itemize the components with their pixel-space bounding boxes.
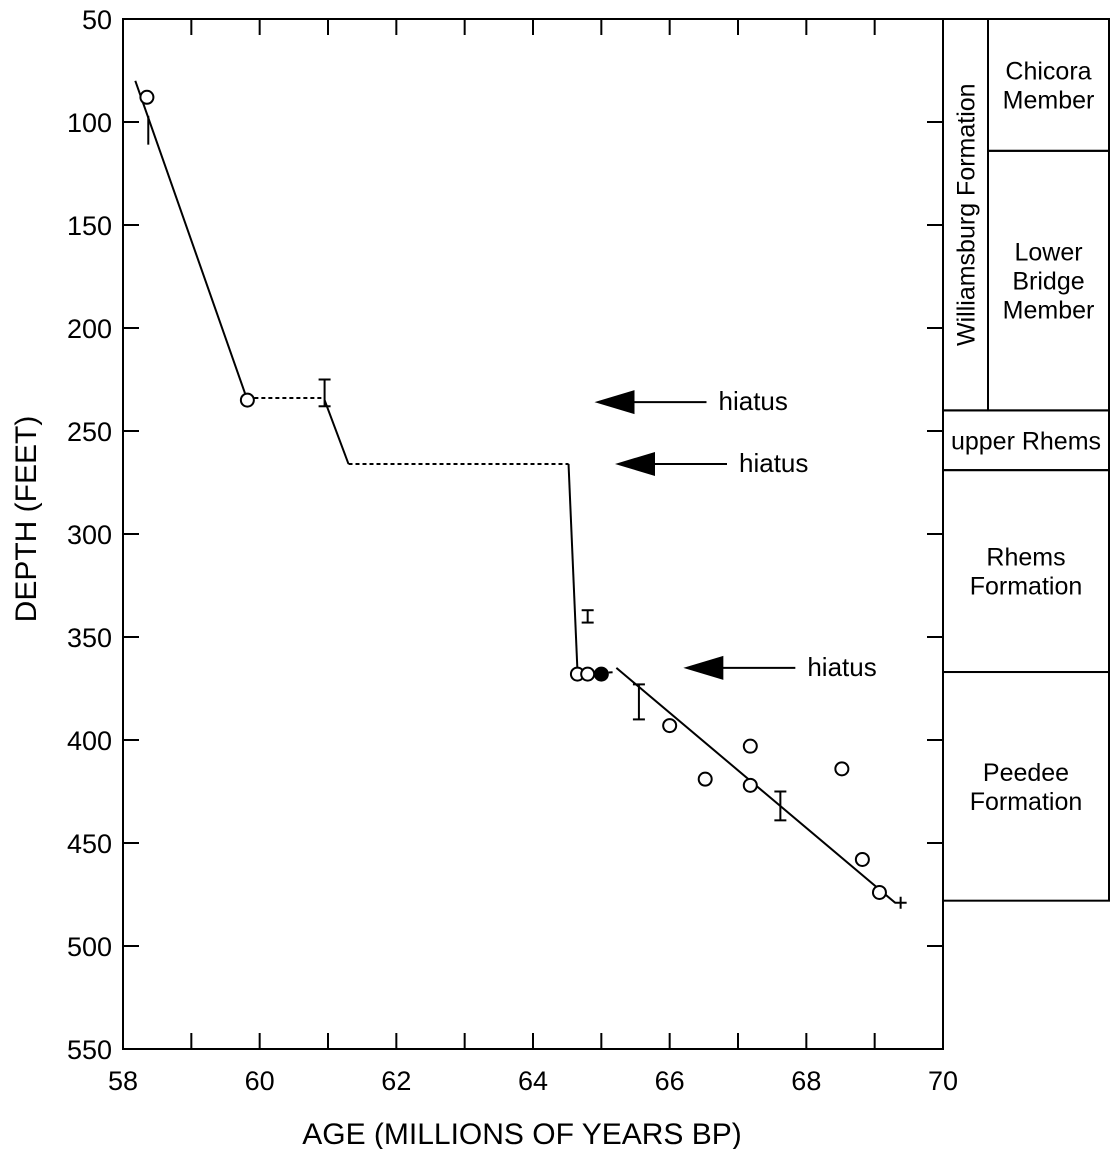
y-tick-label: 400 [67, 726, 112, 756]
member-label: Chicora [1005, 57, 1091, 85]
formation-label-williamsburg: Williamsburg Formation [953, 83, 981, 346]
data-point-open [697, 771, 713, 787]
hiatus-arrowhead [683, 655, 724, 680]
y-axis-title: DEPTH (FEET) [10, 416, 43, 623]
trend-line-solid [323, 399, 350, 465]
hiatus-label: hiatus [719, 386, 788, 416]
trend-line-dashed [587, 671, 616, 676]
data-markers [139, 89, 907, 909]
hiatus-arrowhead [594, 390, 635, 415]
member-label: Member [1003, 297, 1095, 325]
x-tick-label: 64 [518, 1066, 548, 1096]
data-point-filled [593, 666, 609, 682]
y-tick-label: 500 [67, 932, 112, 962]
data-point-open [580, 666, 596, 682]
y-tick-label: 350 [67, 623, 112, 653]
y-tick-label: 550 [67, 1035, 112, 1065]
data-point-open [239, 392, 255, 408]
data-point-open [662, 718, 678, 734]
y-tick-label: 200 [67, 314, 112, 344]
x-tick-label: 70 [928, 1066, 958, 1096]
hiatus-arrowhead [615, 451, 655, 476]
data-point-open [854, 851, 870, 867]
y-tick-label: 300 [67, 520, 112, 550]
data-point-open [742, 777, 758, 793]
data-point-open [871, 884, 887, 900]
trend-line-solid [134, 80, 249, 401]
member-box [987, 149, 1110, 412]
data-point-open [742, 738, 758, 754]
hiatus-label: hiatus [739, 448, 808, 478]
formation-label: Formation [970, 788, 1083, 816]
formation-label: Peedee [983, 759, 1069, 787]
formation-label: Formation [970, 573, 1083, 601]
member-label: Member [1003, 86, 1095, 114]
trend-line-solid [567, 463, 579, 671]
y-tick-label: 50 [82, 5, 112, 35]
member-label: Bridge [1012, 268, 1084, 296]
y-tick-label: 250 [67, 417, 112, 447]
data-point-open [139, 89, 155, 105]
plot-frame [122, 18, 944, 1050]
y-tick-label: 100 [67, 108, 112, 138]
data-point-open [834, 761, 850, 777]
y-tick-label: 150 [67, 211, 112, 241]
x-tick-label: 68 [791, 1066, 821, 1096]
x-tick-label: 66 [655, 1066, 685, 1096]
member-label: Lower [1014, 239, 1082, 267]
x-tick-label: 58 [108, 1066, 138, 1096]
hiatus-annotations: hiatus hiatus hiatus [594, 386, 877, 682]
formation-label: upper Rhems [951, 427, 1101, 455]
hiatus-label: hiatus [807, 652, 876, 682]
x-axis-title: AGE (MILLIONS OF YEARS BP) [302, 1118, 742, 1149]
x-tick-label: 60 [245, 1066, 275, 1096]
data-point-plus [894, 896, 907, 909]
age-depth-lines [134, 80, 896, 904]
formation-label: Rhems [986, 544, 1065, 572]
x-tick-label: 62 [381, 1066, 411, 1096]
y-tick-label: 450 [67, 829, 112, 859]
